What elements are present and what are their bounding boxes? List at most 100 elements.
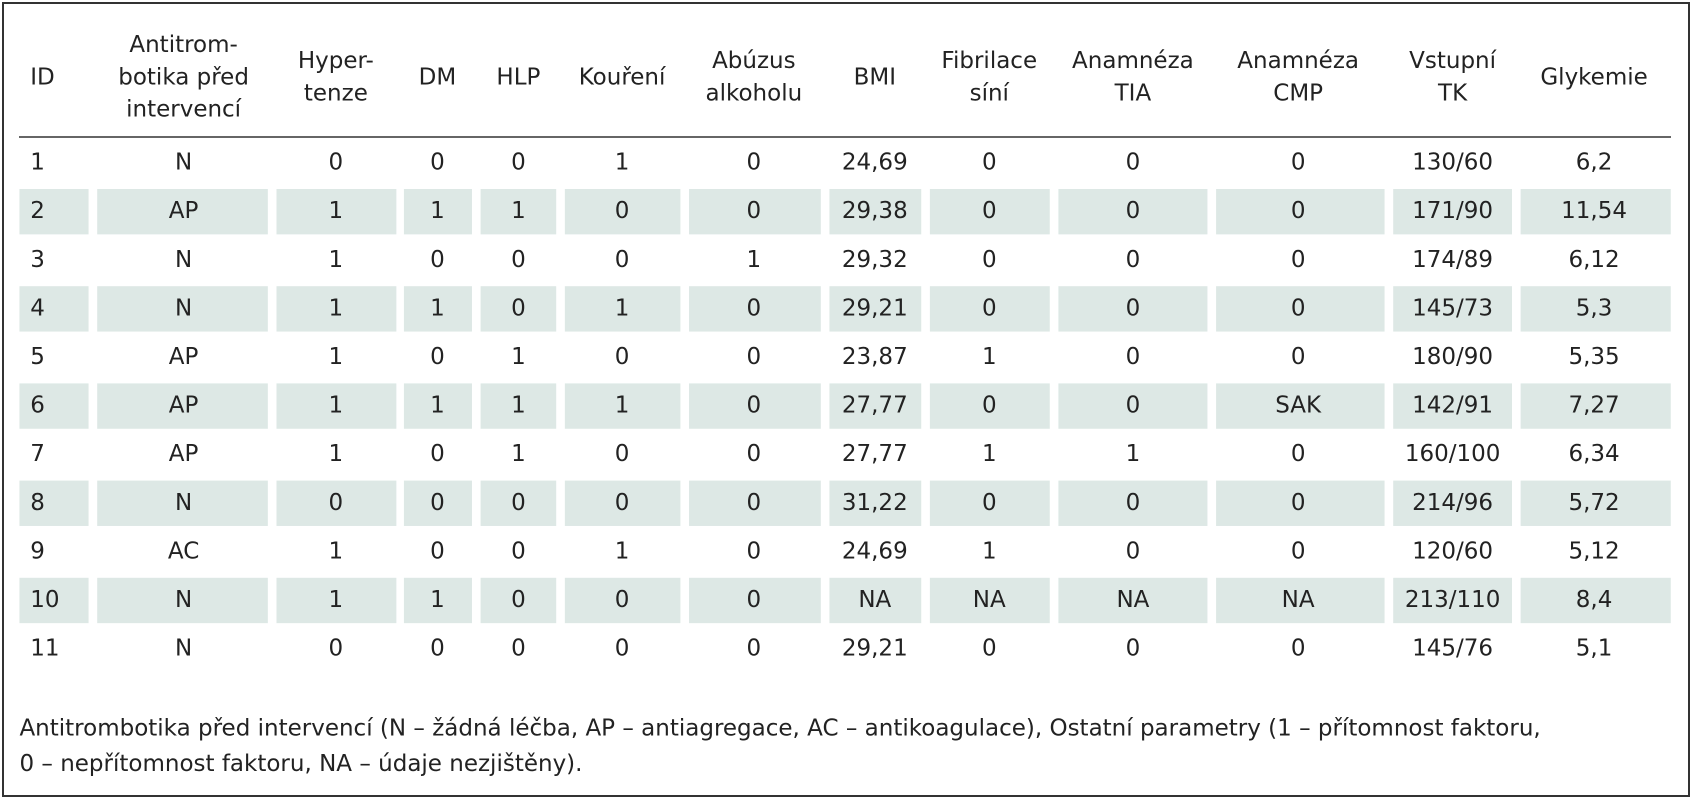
table-cell: 142/91 bbox=[1412, 393, 1493, 419]
table-cell: 1 bbox=[511, 393, 526, 419]
table-cell: 0 bbox=[1126, 150, 1141, 176]
table-cell: 11,54 bbox=[1561, 198, 1627, 224]
table-cell: 0 bbox=[982, 490, 997, 516]
table-cell: 0 bbox=[615, 587, 630, 613]
table-cell: 1 bbox=[430, 587, 445, 613]
table-cell: 29,38 bbox=[842, 198, 908, 224]
header-cell: síní bbox=[970, 80, 1010, 106]
table-cell: 120/60 bbox=[1412, 538, 1493, 564]
row-shade bbox=[689, 383, 821, 429]
row-shade bbox=[19, 286, 89, 332]
table-cell: 1 bbox=[982, 441, 997, 467]
row-shade bbox=[276, 189, 397, 235]
table-cell: 1 bbox=[511, 344, 526, 370]
table-cell: NA bbox=[973, 587, 1006, 613]
row-shade bbox=[564, 286, 681, 332]
row-shade bbox=[97, 480, 268, 526]
table-cell: 24,69 bbox=[842, 150, 908, 176]
header-cell: Hyper- bbox=[298, 48, 374, 74]
table-cell: 1 bbox=[511, 441, 526, 467]
table-cell: 27,77 bbox=[842, 441, 908, 467]
header-cell: BMI bbox=[854, 64, 896, 90]
header-cell: TIA bbox=[1114, 80, 1152, 106]
row-shade bbox=[97, 286, 268, 332]
row-shade bbox=[19, 577, 89, 624]
row-shade bbox=[564, 383, 681, 429]
table-cell: 29,21 bbox=[842, 295, 908, 321]
row-shade bbox=[19, 480, 89, 526]
table-cell: 0 bbox=[329, 490, 344, 516]
table-cell: 2 bbox=[30, 198, 45, 224]
header-cell: Antitrom- bbox=[129, 32, 237, 58]
table-cell: 1 bbox=[430, 198, 445, 224]
row-shade bbox=[829, 383, 922, 429]
table-cell: 0 bbox=[430, 247, 445, 273]
table-cell: 1 bbox=[329, 393, 344, 419]
row-shade bbox=[1216, 577, 1385, 624]
table-cell: 0 bbox=[982, 247, 997, 273]
table-cell: 0 bbox=[1291, 441, 1306, 467]
table-cell: 0 bbox=[430, 490, 445, 516]
table-cell: 1 bbox=[615, 150, 630, 176]
table-cell: 10 bbox=[30, 587, 59, 613]
row-shade bbox=[403, 286, 472, 332]
header-cell: Anamnéza bbox=[1072, 48, 1194, 74]
row-shade bbox=[689, 577, 821, 624]
row-shade bbox=[1393, 189, 1512, 235]
row-shade bbox=[929, 577, 1050, 624]
table-cell: NA bbox=[1282, 587, 1315, 613]
row-shade bbox=[480, 577, 557, 624]
table-cell: 4 bbox=[30, 295, 45, 321]
row-shade bbox=[929, 480, 1050, 526]
row-shade bbox=[1058, 189, 1208, 235]
table-cell: NA bbox=[858, 587, 891, 613]
table-cell: 0 bbox=[1291, 150, 1306, 176]
row-shade bbox=[480, 383, 557, 429]
table-cell: 31,22 bbox=[842, 490, 908, 516]
table-cell: 7 bbox=[30, 441, 45, 467]
table-cell: 27,77 bbox=[842, 393, 908, 419]
row-shade bbox=[1216, 189, 1385, 235]
table-cell: 0 bbox=[1126, 538, 1141, 564]
table-cell: 0 bbox=[511, 490, 526, 516]
table-cell: 0 bbox=[511, 538, 526, 564]
header-cell: ID bbox=[30, 64, 54, 90]
table-cell: 0 bbox=[511, 636, 526, 662]
table-cell: 145/76 bbox=[1412, 636, 1493, 662]
table-cell: 0 bbox=[511, 247, 526, 273]
table-cell: 5,35 bbox=[1568, 344, 1619, 370]
row-shade bbox=[929, 189, 1050, 235]
table-cell: 0 bbox=[982, 150, 997, 176]
table-cell: 0 bbox=[982, 636, 997, 662]
row-shade bbox=[1520, 480, 1671, 526]
row-shade bbox=[829, 286, 922, 332]
table-cell: 0 bbox=[615, 441, 630, 467]
table-cell: 0 bbox=[747, 538, 762, 564]
table-cell: 6 bbox=[30, 393, 45, 419]
row-shade bbox=[1520, 577, 1671, 624]
table-cell: 5,72 bbox=[1568, 490, 1619, 516]
row-shade bbox=[829, 480, 922, 526]
row-shade bbox=[564, 577, 681, 624]
table-cell: 6,2 bbox=[1576, 150, 1613, 176]
header-cell: TK bbox=[1437, 80, 1468, 106]
table-cell: 171/90 bbox=[1412, 198, 1493, 224]
table-cell: 0 bbox=[1291, 198, 1306, 224]
table-cell: 0 bbox=[747, 441, 762, 467]
table-cell: 0 bbox=[430, 538, 445, 564]
row-shade bbox=[1393, 286, 1512, 332]
table-cell: 1 bbox=[329, 198, 344, 224]
table-cell: 1 bbox=[329, 344, 344, 370]
table-cell: 1 bbox=[329, 538, 344, 564]
table-cell: 1 bbox=[982, 538, 997, 564]
table-cell: NA bbox=[1116, 587, 1149, 613]
table-cell: 1 bbox=[615, 538, 630, 564]
table-cell: 0 bbox=[1291, 538, 1306, 564]
table-cell: 0 bbox=[1291, 490, 1306, 516]
row-shade bbox=[689, 286, 821, 332]
row-shade bbox=[403, 189, 472, 235]
row-shade bbox=[1216, 383, 1385, 429]
row-shade bbox=[1393, 383, 1512, 429]
table-cell: 0 bbox=[747, 344, 762, 370]
